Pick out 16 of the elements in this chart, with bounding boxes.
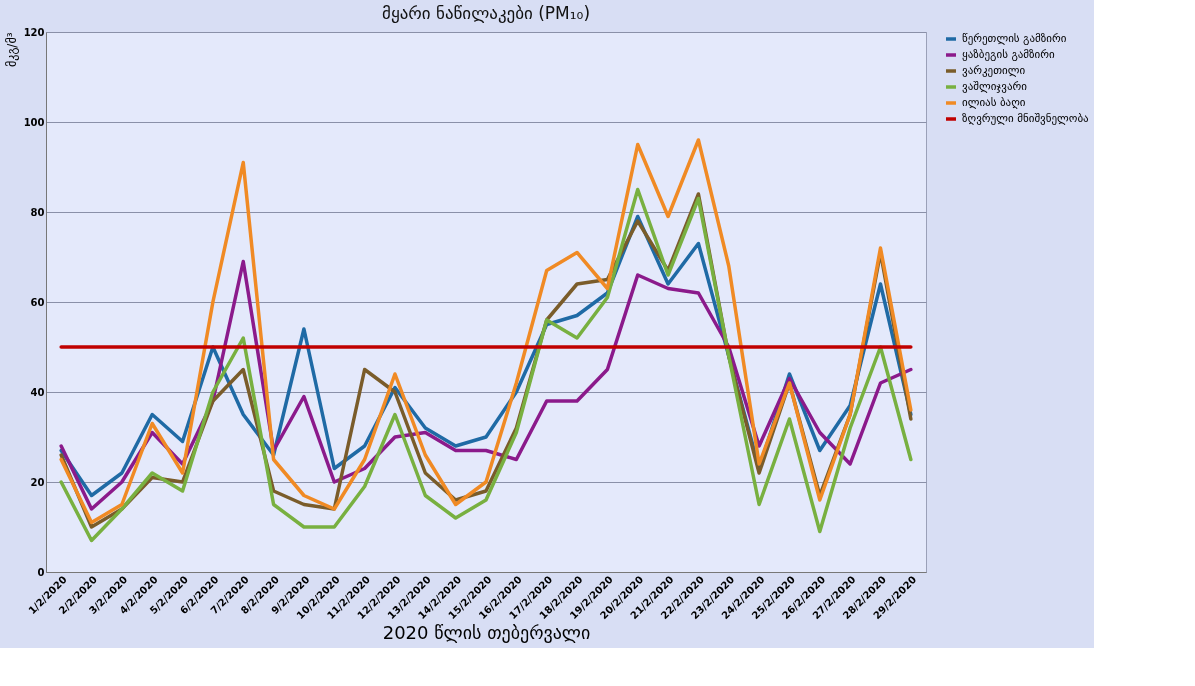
y-tick-label: 80 <box>30 206 45 218</box>
y-axis-title: მკგ/მ³ <box>4 32 19 67</box>
y-tick-label: 0 <box>37 566 45 578</box>
y-tick-label: 60 <box>30 296 45 308</box>
y-tick-label: 100 <box>23 116 45 128</box>
y-tick-label: 40 <box>30 386 45 398</box>
y-tick-label: 120 <box>23 26 45 38</box>
x-axis-title: 2020 წლის თებერვალი <box>382 622 591 644</box>
legend-label: ილიას ბაღი <box>962 96 1026 109</box>
y-tick-label: 20 <box>30 476 45 488</box>
legend-label: ვაშლიჯვარი <box>962 80 1028 93</box>
legend-label: ზღვრული მნიშვნელობა <box>962 112 1090 125</box>
chart-title: მყარი ნაწილაკები (PM₁₀) <box>381 3 591 23</box>
legend-label: ყაზბეგის გამზირი <box>962 48 1056 61</box>
legend-label: ვარკეთილი <box>962 64 1026 77</box>
legend-label: წერეთლის გამზირი <box>962 32 1067 45</box>
